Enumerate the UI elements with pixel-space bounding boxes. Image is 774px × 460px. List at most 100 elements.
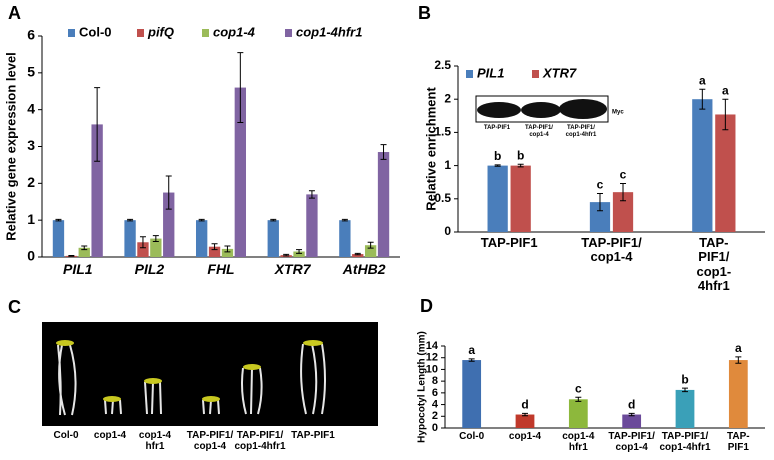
- photo-label: TAP-PIF1/ cop1-4: [186, 430, 234, 452]
- bar: [137, 242, 149, 257]
- panel-label: B: [418, 3, 431, 23]
- y-tick-label: 0.5: [434, 191, 451, 205]
- error-bar: [152, 235, 159, 243]
- panel-label: C: [8, 297, 21, 317]
- bar: [510, 165, 531, 232]
- y-axis-label: Relative enrichment: [423, 87, 438, 211]
- x-tick-label: FHL: [207, 261, 235, 277]
- significance-label: a: [722, 83, 729, 97]
- error-bar: [722, 98, 729, 131]
- significance-label: b: [494, 149, 501, 163]
- error-bar: [55, 218, 62, 222]
- legend-label: PIL1: [477, 65, 504, 80]
- y-tick-label: 12: [426, 352, 438, 364]
- error-bar: [575, 396, 582, 402]
- photo-label: TAP-PIF1/ cop1-4hfr1: [234, 430, 286, 452]
- error-bar: [494, 164, 501, 167]
- x-tick-label: TAP-PIF1/ cop1-4: [581, 235, 642, 265]
- bar: [150, 238, 162, 257]
- blot-bands: [477, 99, 607, 119]
- bar: [515, 414, 535, 428]
- error-bar: [211, 243, 218, 251]
- y-tick-label: 3: [27, 137, 35, 153]
- bar: [267, 220, 279, 257]
- y-tick-label: 1.5: [434, 125, 451, 139]
- legend-swatch: [68, 29, 75, 37]
- error-bar: [127, 218, 134, 222]
- error-bar: [620, 183, 627, 202]
- bar: [364, 245, 377, 257]
- y-tick-label: 2: [27, 174, 35, 190]
- x-tick-label: Col-0: [459, 431, 485, 442]
- bar: [221, 248, 234, 257]
- legend-label: Col-0: [79, 24, 112, 39]
- y-tick-label: 4: [27, 100, 35, 116]
- x-tick-label: cop1-4 hfr1: [562, 431, 595, 453]
- y-tick-label: 14: [426, 340, 439, 352]
- x-tick-label: TAP-PIF1/ cop1-4hfr1: [659, 431, 711, 453]
- bar: [78, 247, 90, 257]
- y-tick-label: 0: [432, 422, 438, 434]
- bar: [195, 220, 208, 257]
- x-tick-label: cop1-4: [508, 431, 542, 442]
- blot-lane-label: TAP-PIF1/ cop1-4hfr1: [565, 125, 597, 138]
- x-tick-label: AtHB2: [342, 261, 386, 277]
- y-tick-label: 2: [432, 410, 438, 422]
- y-tick-label: 6: [27, 27, 35, 43]
- bar: [163, 192, 175, 257]
- error-bar: [596, 192, 603, 212]
- y-tick-label: 2: [444, 91, 451, 105]
- bar: [52, 220, 65, 257]
- y-tick-label: 8: [432, 375, 438, 387]
- significance-label: c: [575, 381, 582, 395]
- bar: [462, 360, 482, 428]
- significance-label: c: [620, 168, 627, 182]
- y-tick-label: 2.5: [434, 58, 451, 72]
- significance-label: a: [468, 343, 475, 357]
- bar: [306, 194, 318, 257]
- error-bar: [308, 190, 315, 199]
- photo-label: Col-0: [53, 430, 79, 441]
- error-bar: [341, 218, 348, 222]
- photo-label: TAP-PIF1: [291, 430, 335, 441]
- error-bar: [94, 87, 101, 162]
- bar: [675, 389, 695, 428]
- legend-swatch: [285, 29, 292, 37]
- error-bar: [296, 249, 303, 254]
- error-bar: [283, 253, 290, 257]
- error-bar: [139, 236, 146, 249]
- significance-label: b: [517, 148, 524, 162]
- x-tick-label: XTR7: [274, 261, 311, 277]
- y-tick-label: 0: [27, 248, 35, 264]
- y-tick-label: 10: [426, 363, 438, 375]
- significance-label: c: [597, 178, 604, 192]
- x-tick-label: TAP-PIF1: [727, 431, 750, 453]
- panel-label: D: [420, 296, 433, 316]
- bar: [91, 124, 103, 258]
- photo-label: cop1-4 hfr1: [138, 430, 172, 452]
- significance-label: a: [735, 341, 742, 355]
- y-tick-label: 4: [432, 398, 439, 410]
- bar: [487, 165, 508, 232]
- error-bar: [522, 412, 528, 417]
- x-tick-label: PIL1: [63, 261, 93, 277]
- error-bar: [468, 358, 475, 362]
- error-bar: [237, 52, 244, 124]
- error-bar: [699, 88, 706, 110]
- error-bar: [224, 245, 231, 253]
- error-bar: [380, 144, 387, 160]
- error-bar: [68, 255, 75, 257]
- significance-label: d: [628, 398, 635, 412]
- bar: [234, 87, 247, 257]
- error-bar: [628, 412, 635, 417]
- blot-lane-label: TAP-PIF1/ cop1-4: [525, 125, 553, 138]
- legend-swatch: [137, 29, 144, 37]
- bar: [612, 192, 634, 232]
- legend-label: cop1-4hfr1: [296, 24, 362, 39]
- seedlings: [57, 343, 326, 416]
- legend-swatch: [532, 70, 539, 78]
- bar: [568, 399, 588, 428]
- error-bar: [517, 163, 524, 168]
- legend-label: cop1-4: [213, 24, 256, 39]
